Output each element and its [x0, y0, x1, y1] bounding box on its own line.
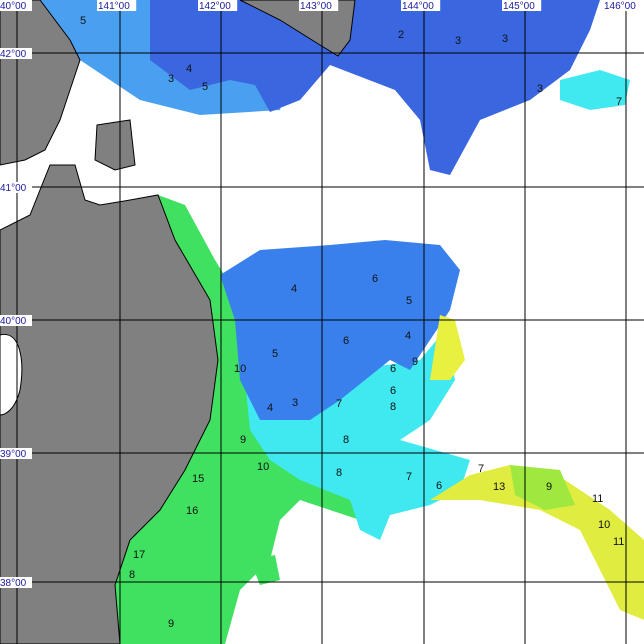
isotherm-label: 3	[502, 33, 508, 45]
isotherm-label: 11	[592, 493, 603, 505]
isotherm-label: 6	[436, 480, 442, 492]
isotherm-label: 4	[291, 283, 297, 295]
isotherm-label: 4	[405, 330, 411, 342]
isotherm-label: 4	[186, 63, 192, 75]
temperature-fills	[40, 0, 644, 644]
graticule-labels: 141°00 142°00 143°00 144°00 145°00 146°00 40°0…	[0, 0, 643, 589]
isotherm-label: 8	[343, 434, 349, 446]
coordinate-label: 40°00	[0, 316, 27, 327]
yellow-water-southeast	[430, 465, 644, 620]
isotherm-label: 7	[616, 96, 622, 108]
isotherm-label: 8	[390, 401, 396, 413]
label-background	[401, 0, 441, 11]
isotherm-label: 5	[272, 348, 278, 360]
land-hokkaido-west	[0, 0, 81, 166]
isotherm-label: 6	[390, 385, 396, 397]
coordinate-label: 38°00	[0, 578, 27, 589]
isotherm-label: 9	[240, 434, 246, 446]
label-background	[0, 448, 32, 459]
label-background	[0, 182, 32, 193]
label-background	[0, 0, 32, 11]
isotherm-label: 3	[168, 73, 174, 85]
coordinate-label: 39°00	[0, 449, 27, 460]
isotherm-label: 7	[336, 398, 342, 410]
label-background	[0, 577, 32, 588]
coordinate-label: 41°00	[0, 183, 27, 194]
isotherm-label: 11	[0, 0, 11, 3]
isotherm-label: 2	[398, 29, 404, 41]
no-data-area	[0, 334, 23, 416]
green-coastal-band	[115, 195, 380, 644]
land-hokkaido-south	[239, 0, 356, 57]
isotherm-label: 3	[455, 35, 461, 47]
label-background	[299, 0, 339, 11]
isotherm-label: 3	[292, 397, 298, 409]
isotherm-label: 7	[406, 471, 412, 483]
label-background	[97, 0, 137, 11]
label-background	[0, 48, 32, 59]
isotherm-label: 5	[406, 295, 412, 307]
coordinate-label: 141°00	[98, 1, 130, 12]
isotherm-label: 16	[186, 505, 198, 517]
isotherm-label: 6	[372, 273, 378, 285]
isotherm-label: 6	[390, 363, 396, 375]
land	[0, 0, 356, 644]
isotherm-label: 6	[343, 335, 349, 347]
isotherm-label: 4	[267, 402, 273, 414]
green-yellow-patch	[510, 465, 575, 510]
cold-water-north	[150, 0, 600, 175]
coordinate-label: 42°00	[0, 49, 27, 60]
coordinate-label: 144°00	[402, 1, 434, 12]
isotherm-label: 10	[234, 363, 246, 375]
coordinate-label: 40°00	[0, 1, 27, 12]
isotherm-label: 5	[202, 81, 208, 93]
isotherm-label: 5	[80, 15, 86, 27]
label-background	[502, 0, 542, 11]
land-honshu	[0, 164, 219, 644]
isotherm-label: 17	[133, 549, 145, 561]
isotherm-label: 13	[493, 481, 505, 493]
coordinate-label: 145°00	[503, 1, 535, 12]
isotherm-label: 7	[478, 463, 484, 475]
isotherm-label: 10	[257, 461, 269, 473]
isotherm-label: 10	[598, 519, 610, 531]
yellow-water-ridge	[430, 315, 465, 380]
isotherm-label: 8	[336, 467, 342, 479]
land-cape	[94, 119, 136, 171]
coordinate-label: 143°00	[300, 1, 332, 12]
coordinate-label: 142°00	[199, 1, 231, 12]
isotherm-label: 9	[168, 618, 174, 630]
isotherm-label: 9	[412, 356, 418, 368]
green-patch-south	[250, 555, 280, 585]
coordinate-label: 146°00	[604, 1, 636, 12]
cyan-water-northeast	[560, 70, 630, 110]
isotherm-label: 15	[192, 473, 204, 485]
label-background	[0, 315, 32, 326]
label-background	[198, 0, 238, 11]
isotherm-label: 8	[129, 569, 135, 581]
isotherm-label: 3	[537, 83, 543, 95]
cold-water-central	[220, 240, 460, 420]
isotherm-label: 11	[613, 536, 624, 548]
isotherm-label: 9	[546, 481, 552, 493]
label-background	[603, 0, 643, 11]
